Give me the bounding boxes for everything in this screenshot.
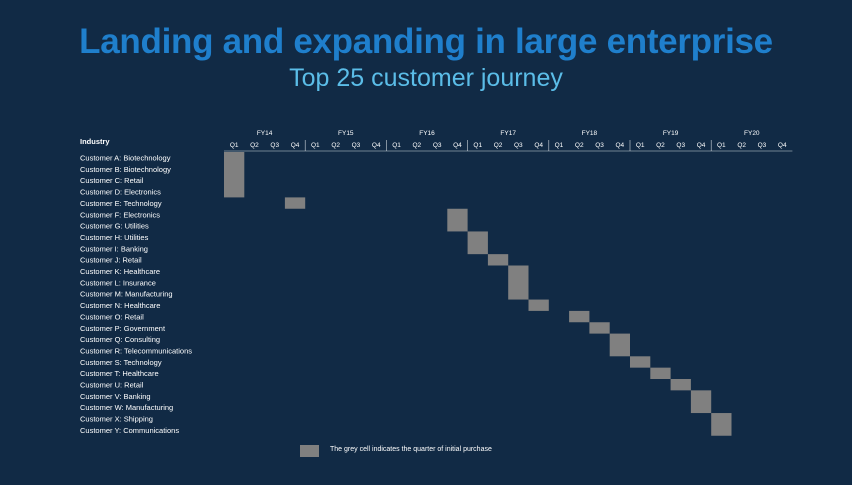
quarter-label: Q3 — [676, 142, 685, 149]
quarter-label: Q4 — [453, 142, 462, 149]
initial-purchase-cell — [609, 333, 630, 357]
quarter-label: Q2 — [494, 142, 503, 149]
row-label: Customer N: Healthcare — [80, 301, 160, 310]
quarter-label: Q1 — [636, 142, 645, 149]
row-label: Customer C: Retail — [80, 176, 144, 185]
quarter-label: Q3 — [758, 142, 767, 149]
row-label: Customer M: Manufacturing — [80, 290, 173, 299]
row-header: Industry — [80, 137, 110, 146]
row-label: Customer B: Biotechnology — [80, 165, 171, 174]
initial-purchase-cell — [630, 356, 651, 368]
initial-purchase-cell — [569, 310, 590, 323]
row-label: Customer D: Electronics — [80, 188, 161, 197]
quarter-label: Q1 — [311, 142, 320, 149]
row-label: Customer G: Utilities — [80, 222, 149, 231]
row-label: Customer F: Electronics — [80, 210, 160, 219]
row-label: Customer Q: Consulting — [80, 335, 160, 344]
quarter-label: Q3 — [514, 142, 523, 149]
quarter-label: Q3 — [352, 142, 361, 149]
row-label: Customer E: Technology — [80, 199, 162, 208]
row-label: Customer T: Healthcare — [80, 369, 159, 378]
row-label: Customer U: Retail — [80, 381, 144, 390]
quarter-label: Q4 — [778, 142, 787, 149]
quarter-label: Q4 — [616, 142, 625, 149]
fiscal-year-label: FY16 — [419, 130, 435, 137]
initial-purchase-cell — [447, 208, 468, 232]
fiscal-year-label: FY20 — [744, 130, 760, 137]
row-label: Customer O: Retail — [80, 312, 144, 321]
fiscal-year-label: FY14 — [257, 130, 273, 137]
quarter-label: Q4 — [291, 142, 300, 149]
initial-purchase-cell — [690, 390, 712, 414]
initial-purchase-cell — [487, 254, 509, 266]
row-label: Customer R: Telecommunications — [80, 346, 192, 355]
quarter-label: Q2 — [250, 142, 259, 149]
fiscal-year-label: FY19 — [663, 130, 679, 137]
row-label: Customer Y: Communications — [80, 426, 179, 435]
row-label: Customer W: Manufacturing — [80, 403, 173, 412]
row-label: Customer S: Technology — [80, 358, 162, 367]
quarter-label: Q4 — [372, 142, 381, 149]
row-label: Customer A: Biotechnology — [80, 154, 171, 163]
quarter-label: Q4 — [697, 142, 706, 149]
initial-purchase-cell — [284, 197, 306, 209]
row-label: Customer L: Insurance — [80, 278, 156, 287]
row-label: Customer V: Banking — [80, 392, 151, 401]
initial-purchase-cell — [467, 231, 488, 255]
legend-swatch — [300, 445, 319, 457]
row-label: Customer H: Utilities — [80, 233, 149, 242]
quarter-label: Q2 — [575, 142, 584, 149]
fiscal-year-label: FY15 — [338, 130, 354, 137]
initial-purchase-cell — [670, 379, 691, 391]
quarter-label: Q2 — [331, 142, 340, 149]
initial-purchase-cell — [224, 152, 245, 198]
quarter-label: Q3 — [433, 142, 442, 149]
fiscal-year-label: FY18 — [582, 130, 598, 137]
row-label: Customer X: Shipping — [80, 415, 153, 424]
initial-purchase-cell — [589, 322, 610, 334]
quarter-label: Q2 — [413, 142, 422, 149]
quarter-label: Q1 — [392, 142, 401, 149]
chart-subtitle: Top 25 customer journey — [289, 64, 563, 92]
quarter-label: Q1 — [555, 142, 564, 149]
quarter-label: Q4 — [534, 142, 543, 149]
initial-purchase-cell — [650, 367, 671, 379]
quarter-label: Q2 — [737, 142, 746, 149]
quarter-label: Q1 — [230, 142, 239, 149]
initial-purchase-cell — [528, 299, 549, 311]
row-label: Customer I: Banking — [80, 244, 148, 253]
chart-title: Landing and expanding in large enterpris… — [79, 22, 773, 61]
row-label: Customer J: Retail — [80, 256, 142, 265]
row-label: Customer P: Government — [80, 324, 166, 333]
initial-purchase-cell — [508, 265, 529, 300]
quarter-label: Q3 — [270, 142, 279, 149]
fiscal-year-label: FY17 — [500, 130, 516, 137]
quarter-label: Q2 — [656, 142, 665, 149]
quarter-label: Q3 — [595, 142, 604, 149]
legend-text: The grey cell indicates the quarter of i… — [330, 446, 492, 453]
quarter-label: Q1 — [473, 142, 482, 149]
row-label: Customer K: Healthcare — [80, 267, 160, 276]
quarter-label: Q1 — [717, 142, 726, 149]
initial-purchase-cell — [711, 413, 732, 436]
